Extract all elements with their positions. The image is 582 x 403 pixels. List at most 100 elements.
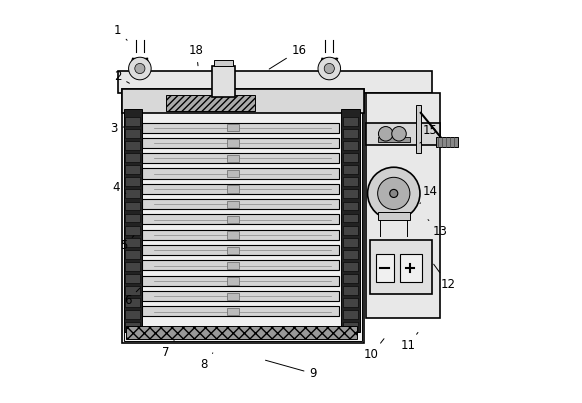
Bar (343, 298, 358, 307)
Bar (125, 165, 140, 174)
Bar (365, 93, 440, 318)
Bar (226, 293, 239, 300)
Bar (142, 184, 339, 194)
Bar (142, 230, 339, 240)
Bar (343, 141, 358, 150)
Bar (125, 153, 140, 162)
Text: 11: 11 (400, 332, 418, 352)
Circle shape (129, 57, 151, 80)
Circle shape (378, 177, 410, 210)
Bar (343, 189, 358, 198)
Circle shape (390, 189, 398, 197)
Bar (226, 262, 239, 269)
Bar (125, 238, 140, 247)
Bar (343, 238, 358, 247)
Bar (118, 71, 432, 93)
Bar (343, 250, 358, 259)
Bar (400, 254, 422, 282)
Circle shape (324, 63, 335, 74)
Bar (126, 326, 357, 339)
Bar (343, 165, 358, 174)
Bar (416, 105, 421, 153)
Bar (370, 240, 432, 294)
Bar (226, 170, 239, 177)
Circle shape (318, 57, 340, 80)
Bar (226, 216, 239, 223)
Bar (125, 189, 140, 198)
Bar (343, 214, 358, 222)
Bar (142, 138, 339, 148)
Bar (125, 177, 140, 186)
Text: 4: 4 (112, 181, 126, 194)
Bar (436, 137, 458, 147)
Bar (343, 226, 358, 235)
Bar (125, 286, 140, 295)
Bar (142, 123, 339, 133)
Circle shape (135, 63, 145, 74)
Bar (166, 95, 255, 111)
Circle shape (368, 167, 420, 220)
Bar (226, 155, 239, 162)
Bar (212, 66, 235, 97)
Bar (343, 117, 358, 126)
Bar (342, 109, 360, 332)
Bar (378, 137, 410, 142)
Text: 15: 15 (420, 125, 438, 143)
Bar (125, 202, 140, 210)
Circle shape (378, 127, 393, 141)
Circle shape (392, 127, 406, 141)
Text: 18: 18 (189, 44, 204, 66)
Bar (343, 286, 358, 295)
Text: 3: 3 (110, 123, 124, 135)
Bar (125, 298, 140, 307)
Bar (142, 214, 339, 224)
Bar (214, 60, 233, 66)
Bar (226, 124, 239, 131)
Bar (125, 322, 140, 331)
Bar (343, 129, 358, 138)
Bar (124, 93, 361, 341)
Bar (124, 109, 142, 332)
Bar (226, 308, 239, 315)
Bar (343, 322, 358, 331)
Text: 7: 7 (162, 341, 174, 359)
Text: 6: 6 (124, 288, 140, 307)
Bar (125, 117, 140, 126)
Bar (343, 310, 358, 319)
Bar (142, 306, 339, 316)
Bar (142, 260, 339, 270)
Text: 13: 13 (428, 220, 448, 238)
Text: 14: 14 (420, 185, 438, 204)
Bar (226, 201, 239, 208)
Bar (226, 139, 239, 147)
Bar (378, 212, 410, 220)
Bar (142, 168, 339, 179)
Bar (226, 277, 239, 285)
Bar (226, 185, 239, 193)
Bar (125, 274, 140, 283)
Text: 1: 1 (114, 24, 127, 40)
Bar (343, 177, 358, 186)
Text: 10: 10 (364, 339, 384, 361)
Bar (142, 153, 339, 163)
Bar (125, 226, 140, 235)
Text: 16: 16 (269, 44, 307, 69)
Bar (343, 153, 358, 162)
Bar (125, 262, 140, 271)
Text: 2: 2 (114, 70, 129, 83)
Bar (125, 310, 140, 319)
Bar (122, 89, 364, 113)
Bar (365, 123, 440, 145)
Text: 12: 12 (434, 264, 456, 291)
Bar (125, 250, 140, 259)
Bar (125, 141, 140, 150)
Bar (125, 129, 140, 138)
Bar (375, 254, 394, 282)
Bar (226, 247, 239, 254)
Text: 9: 9 (265, 360, 317, 380)
Bar (122, 89, 364, 343)
Text: 5: 5 (120, 236, 134, 252)
Text: 8: 8 (201, 353, 213, 371)
Bar (142, 291, 339, 301)
Bar (226, 231, 239, 239)
